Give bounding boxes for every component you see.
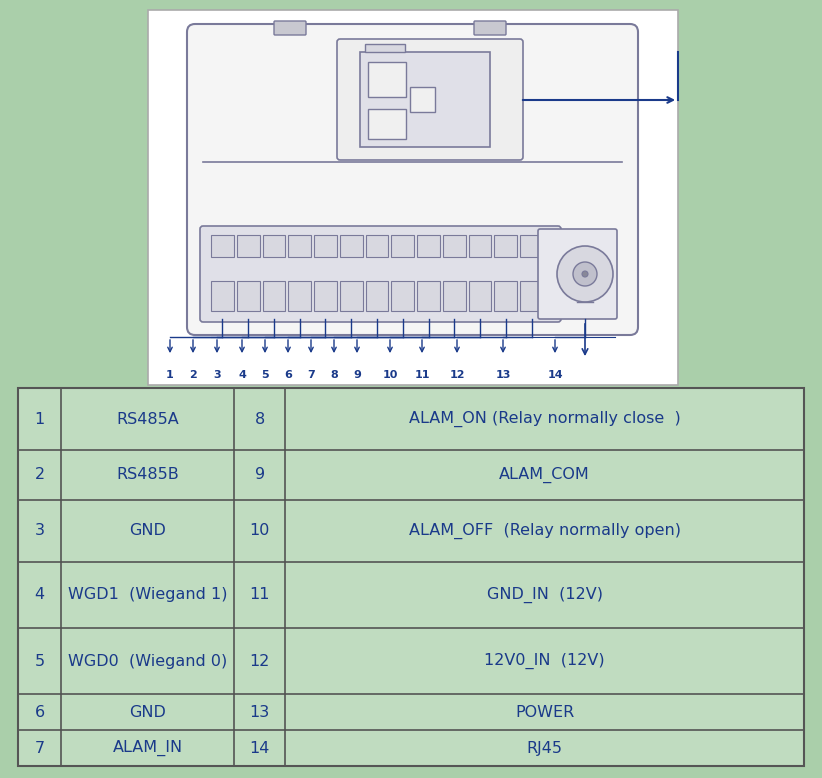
Bar — [18, 388, 804, 766]
Text: 4: 4 — [35, 587, 44, 602]
Text: POWER: POWER — [515, 705, 575, 720]
Text: 6: 6 — [284, 370, 292, 380]
Text: GND: GND — [129, 523, 166, 538]
Text: 8: 8 — [255, 412, 265, 426]
Bar — [211, 235, 233, 257]
Text: 12: 12 — [450, 370, 464, 380]
Text: 5: 5 — [261, 370, 269, 380]
Bar — [520, 281, 543, 311]
Bar — [391, 235, 414, 257]
Text: 12V0_IN  (12V): 12V0_IN (12V) — [484, 653, 605, 669]
Text: 9: 9 — [353, 370, 361, 380]
Text: 9: 9 — [255, 468, 265, 482]
Text: 10: 10 — [250, 523, 270, 538]
Text: 7: 7 — [35, 741, 44, 755]
Text: 8: 8 — [330, 370, 338, 380]
Bar — [314, 235, 337, 257]
Text: 2: 2 — [35, 468, 44, 482]
FancyBboxPatch shape — [187, 24, 638, 335]
Text: 3: 3 — [213, 370, 221, 380]
Circle shape — [582, 271, 588, 277]
Text: ALAM_COM: ALAM_COM — [499, 467, 590, 483]
Bar — [410, 87, 435, 112]
Text: 2: 2 — [189, 370, 197, 380]
FancyBboxPatch shape — [474, 21, 506, 35]
Bar — [262, 235, 285, 257]
FancyBboxPatch shape — [274, 21, 306, 35]
Text: 13: 13 — [250, 705, 270, 720]
Bar — [469, 235, 492, 257]
Text: 12: 12 — [250, 654, 270, 668]
Bar — [339, 281, 363, 311]
Bar — [368, 109, 406, 139]
Text: RS485B: RS485B — [117, 468, 179, 482]
FancyBboxPatch shape — [200, 226, 561, 322]
Bar — [360, 52, 490, 147]
Bar — [417, 235, 440, 257]
Text: 11: 11 — [414, 370, 430, 380]
Bar — [443, 235, 466, 257]
Bar — [289, 281, 311, 311]
Bar — [237, 235, 260, 257]
Text: ALAM_OFF  (Relay normally open): ALAM_OFF (Relay normally open) — [409, 523, 681, 539]
Bar — [18, 388, 804, 766]
Bar — [211, 281, 233, 311]
Text: 1: 1 — [166, 370, 174, 380]
Bar — [495, 235, 517, 257]
FancyBboxPatch shape — [538, 229, 617, 319]
Text: WGD1  (Wiegand 1): WGD1 (Wiegand 1) — [68, 587, 228, 602]
Text: 10: 10 — [382, 370, 398, 380]
Text: GND: GND — [129, 705, 166, 720]
Bar — [339, 235, 363, 257]
Text: ALAM_ON (Relay normally close  ): ALAM_ON (Relay normally close ) — [409, 411, 681, 427]
Text: RS485A: RS485A — [117, 412, 179, 426]
Bar — [495, 281, 517, 311]
Bar — [314, 281, 337, 311]
Text: 11: 11 — [249, 587, 270, 602]
Text: 6: 6 — [35, 705, 44, 720]
FancyBboxPatch shape — [337, 39, 523, 160]
Circle shape — [557, 246, 613, 302]
Text: ALAM_IN: ALAM_IN — [113, 740, 182, 756]
Text: 5: 5 — [35, 654, 44, 668]
Text: 13: 13 — [496, 370, 510, 380]
Bar — [366, 235, 388, 257]
Bar — [289, 235, 311, 257]
Text: 14: 14 — [250, 741, 270, 755]
Text: RJ45: RJ45 — [527, 741, 562, 755]
Text: 3: 3 — [35, 523, 44, 538]
Text: 7: 7 — [307, 370, 315, 380]
Bar — [368, 62, 406, 97]
Bar — [443, 281, 466, 311]
Bar — [520, 235, 543, 257]
Text: 4: 4 — [238, 370, 246, 380]
Bar — [366, 281, 388, 311]
Text: WGD0  (Wiegand 0): WGD0 (Wiegand 0) — [68, 654, 228, 668]
Bar — [469, 281, 492, 311]
Bar — [262, 281, 285, 311]
Bar — [148, 10, 678, 385]
Bar — [237, 281, 260, 311]
Bar — [365, 44, 405, 52]
Circle shape — [573, 262, 597, 286]
Text: 14: 14 — [547, 370, 563, 380]
Text: GND_IN  (12V): GND_IN (12V) — [487, 587, 603, 603]
Bar — [391, 281, 414, 311]
Bar — [417, 281, 440, 311]
Text: 1: 1 — [35, 412, 44, 426]
